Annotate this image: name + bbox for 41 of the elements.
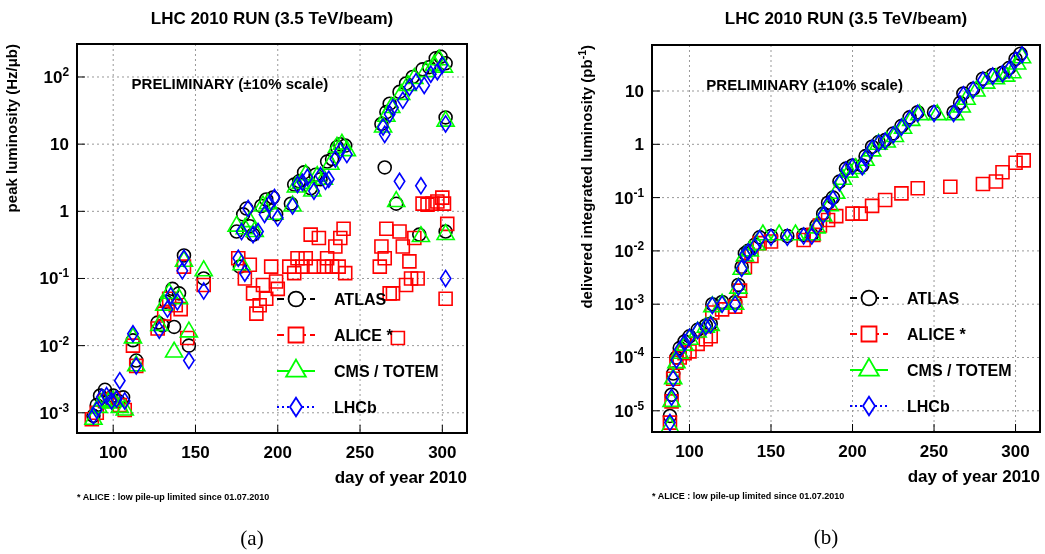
legend-label: CMS / TOTEM: [907, 362, 1012, 379]
x-tick-label: 100: [99, 443, 128, 462]
x-tick-label: 100: [675, 442, 704, 461]
x-axis-title: day of year 2010: [907, 467, 1040, 486]
text: * ALICE : low pile-up limited since 01.07.2010: [652, 491, 845, 501]
y-tick-label: 10$^{-1}$: [39, 266, 70, 289]
y-tick-label: 10$^{-4}$: [614, 345, 645, 368]
y-tick-label: 1: [59, 202, 69, 222]
y-tick-label: 10$^{-2}$: [614, 238, 645, 261]
y-tick-label: 10: [625, 82, 644, 102]
chart-title: LHC 2010 RUN (3.5 TeV/beam): [724, 9, 968, 28]
x-tick-label: 150: [181, 443, 210, 462]
chart-title: LHC 2010 RUN (3.5 TeV/beam): [150, 9, 394, 28]
text: (a): [240, 526, 264, 550]
x-tick-label: 300: [428, 443, 457, 462]
x-tick-label: 150: [756, 442, 786, 461]
y-tick-label: 10$^{-3}$: [614, 292, 645, 315]
annotation: PRELIMINARY (±10% scale): [131, 75, 329, 92]
text: * ALICE : low pile-up limited since 01.07.2010: [77, 492, 270, 502]
y-tick-label: 10$^{-2}$: [39, 333, 70, 356]
annotation: PRELIMINARY (±10% scale): [706, 76, 903, 93]
y-tick-label: 10$^{-5}$: [614, 398, 645, 421]
legend-label: LHCb: [334, 399, 377, 416]
legend-label: LHCb: [907, 398, 950, 415]
legend-label: ATLAS: [334, 291, 387, 308]
text: (b): [813, 525, 839, 549]
x-axis-title: day of year 2010: [334, 468, 467, 487]
x-tick-label: 200: [838, 442, 867, 461]
x-tick-label: 250: [345, 443, 375, 462]
y-tick-label: 10$^{-3}$: [39, 400, 70, 423]
y-tick-label: 10$^{-1}$: [614, 185, 645, 208]
y-tick-label: 10$^{2}$: [43, 65, 70, 87]
y-axis-title: peak luminosity (Hz/μb): [3, 44, 20, 213]
y-tick-label: 1: [634, 135, 644, 155]
legend-label: ALICE *: [907, 326, 967, 343]
x-tick-label: 200: [263, 443, 292, 462]
y-tick-label: 10: [50, 135, 69, 155]
legend-label: ATLAS: [907, 290, 960, 307]
x-tick-label: 300: [1001, 442, 1030, 461]
x-tick-label: 250: [919, 442, 949, 461]
legend-label: CMS / TOTEM: [334, 363, 439, 380]
